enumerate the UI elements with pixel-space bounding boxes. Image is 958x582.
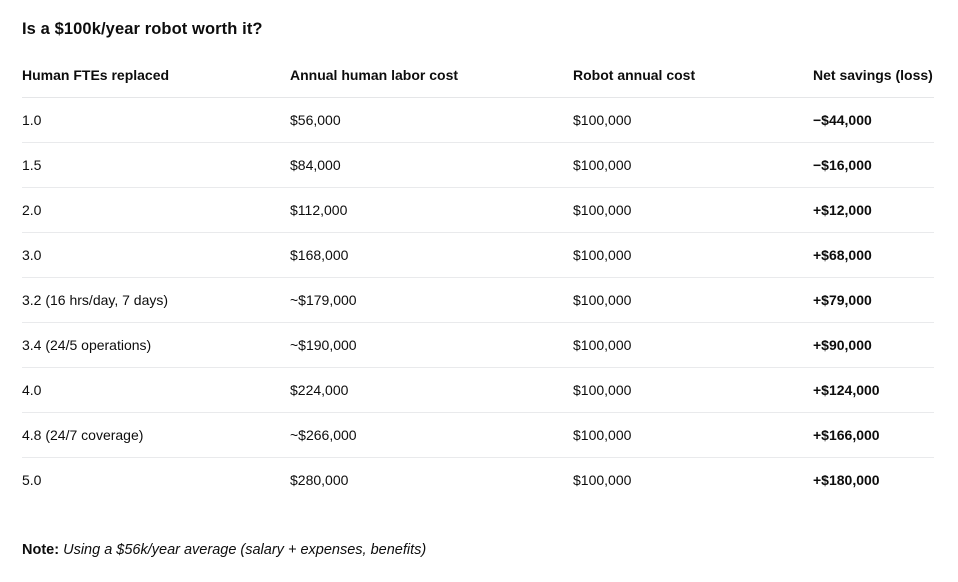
cell-human-cost: $112,000 <box>290 187 573 233</box>
cell-human-cost: $84,000 <box>290 142 573 188</box>
column-header-ftes: Human FTEs replaced <box>22 62 290 98</box>
cell-net-savings: +$166,000 <box>813 412 934 458</box>
footnote-label: Note: <box>22 541 60 558</box>
table-row: 5.0 $280,000 $100,000 +$180,000 <box>22 457 934 502</box>
footnote: Note: Using a $56k/year average (salary … <box>22 541 934 560</box>
cell-net-savings: −$16,000 <box>813 142 934 188</box>
cell-human-cost: ~$179,000 <box>290 277 573 323</box>
cell-human-cost: $56,000 <box>290 97 573 143</box>
cell-human-cost: $224,000 <box>290 367 573 413</box>
cell-ftes: 2.0 <box>22 187 290 233</box>
cell-net-savings: +$12,000 <box>813 187 934 233</box>
column-header-net-savings: Net savings (loss) <box>813 62 934 98</box>
cell-robot-cost: $100,000 <box>573 232 813 278</box>
cell-human-cost: $168,000 <box>290 232 573 278</box>
page-container: Is a $100k/year robot worth it? Human FT… <box>22 20 934 560</box>
cell-net-savings: +$180,000 <box>813 471 880 488</box>
cell-robot-cost: $100,000 <box>573 277 813 323</box>
cell-human-cost: $280,000 <box>290 471 349 488</box>
cell-net-savings: +$124,000 <box>813 367 934 413</box>
cell-ftes: 1.5 <box>22 142 290 188</box>
cell-robot-cost: $100,000 <box>573 367 813 413</box>
cell-ftes: 3.4 (24/5 operations) <box>22 322 290 368</box>
cell-ftes: 3.2 (16 hrs/day, 7 days) <box>22 277 290 323</box>
cell-net-savings: +$68,000 <box>813 232 934 278</box>
table-body: 1.0 $56,000 $100,000 −$44,000 1.5 $84,000 $100… <box>22 97 934 502</box>
cell-net-savings: +$90,000 <box>813 322 934 368</box>
cell-robot-cost: $100,000 <box>573 142 813 188</box>
cell-robot-cost: $100,000 <box>573 412 813 458</box>
page-title: Is a $100k/year robot worth it? <box>22 20 263 38</box>
cell-human-cost: ~$190,000 <box>290 322 573 368</box>
column-header-human-cost: Annual human labor cost <box>290 62 573 98</box>
cell-net-savings: +$79,000 <box>813 277 934 323</box>
table-row: 2.0 $112,000 $100,000 +$12,000 <box>22 187 934 233</box>
table-header: Human FTEs replaced Annual human labor c… <box>22 62 934 98</box>
cell-human-cost: ~$266,000 <box>290 412 573 458</box>
table-row: 1.5 $84,000 $100,000 −$16,000 <box>22 142 934 188</box>
cell-ftes: 1.0 <box>22 97 290 143</box>
cell-robot-cost: $100,000 <box>573 322 813 368</box>
cell-ftes: 5.0 <box>22 471 42 488</box>
column-header-robot-cost: Robot annual cost <box>573 62 813 98</box>
footnote-text: Using a $56k/year average (salary + expe… <box>59 541 427 558</box>
cell-robot-cost: $100,000 <box>573 97 813 143</box>
table-row: 1.0 $56,000 $100,000 −$44,000 <box>22 97 934 143</box>
cell-robot-cost: $100,000 <box>573 471 632 488</box>
cost-comparison-table: Human FTEs replaced Annual human labor c… <box>22 62 934 502</box>
cell-ftes: 3.0 <box>22 232 290 278</box>
cell-ftes: 4.8 (24/7 coverage) <box>22 412 290 458</box>
table-row: 4.0 $224,000 $100,000 +$124,000 <box>22 367 934 413</box>
cell-robot-cost: $100,000 <box>573 187 813 233</box>
table-row: 4.8 (24/7 coverage) ~$266,000 $100,000 +$16… <box>22 412 934 458</box>
cell-net-savings: −$44,000 <box>813 97 934 143</box>
table-row: 3.2 (16 hrs/day, 7 days) ~$179,000 $100,00… <box>22 277 934 323</box>
cell-ftes: 4.0 <box>22 367 290 413</box>
table-row: 3.4 (24/5 operations) ~$190,000 $100,000 +$… <box>22 322 934 368</box>
table-row: 3.0 $168,000 $100,000 +$68,000 <box>22 232 934 278</box>
